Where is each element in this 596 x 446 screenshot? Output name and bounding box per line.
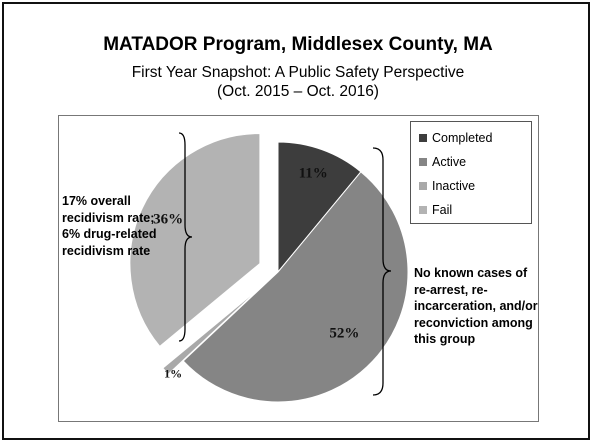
pie-slice-fail <box>129 132 261 348</box>
subtitle-line-1: First Year Snapshot: A Public Safety Per… <box>131 64 465 81</box>
subtitle-line-2: (Oct. 2015 – Oct. 2016) <box>217 83 379 100</box>
chart-legend: Completed Active Inactive Fail <box>410 121 532 224</box>
legend-item-completed: Completed <box>419 126 531 150</box>
legend-item-inactive: Inactive <box>419 174 531 198</box>
legend-swatch-inactive <box>419 182 427 190</box>
legend-swatch-completed <box>419 134 427 142</box>
data-label-fail: 36% <box>153 212 183 228</box>
left-annotation: 17% overall recidivism rate; 6% drug-rel… <box>62 194 157 258</box>
legend-label-fail: Fail <box>432 203 453 217</box>
right-annotation: No known cases of re-arrest, re-incarcer… <box>414 266 538 346</box>
data-label-active: 52% <box>329 326 359 342</box>
legend-item-fail: Fail <box>419 198 531 222</box>
legend-item-active: Active <box>419 150 531 174</box>
slide-subtitle: First Year Snapshot: A Public Safety Per… <box>0 63 596 101</box>
legend-swatch-fail <box>419 206 427 214</box>
data-label-completed: 11% <box>299 166 328 182</box>
legend-label-completed: Completed <box>432 131 493 145</box>
pie-slice-completed <box>277 141 362 274</box>
pie-slices <box>129 132 409 403</box>
left-bracket <box>178 132 193 342</box>
pie-slice-inactive <box>162 284 264 375</box>
right-bracket <box>372 147 392 396</box>
pie-data-labels: 11% 52% 1% 36% <box>153 166 359 381</box>
data-label-inactive: 1% <box>164 367 182 381</box>
pie-slice-active <box>182 171 409 403</box>
legend-label-inactive: Inactive <box>432 179 476 193</box>
legend-label-active: Active <box>432 155 467 169</box>
slide-title: MATADOR Program, Middlesex County, MA <box>103 34 493 55</box>
legend-swatch-active <box>419 158 427 166</box>
